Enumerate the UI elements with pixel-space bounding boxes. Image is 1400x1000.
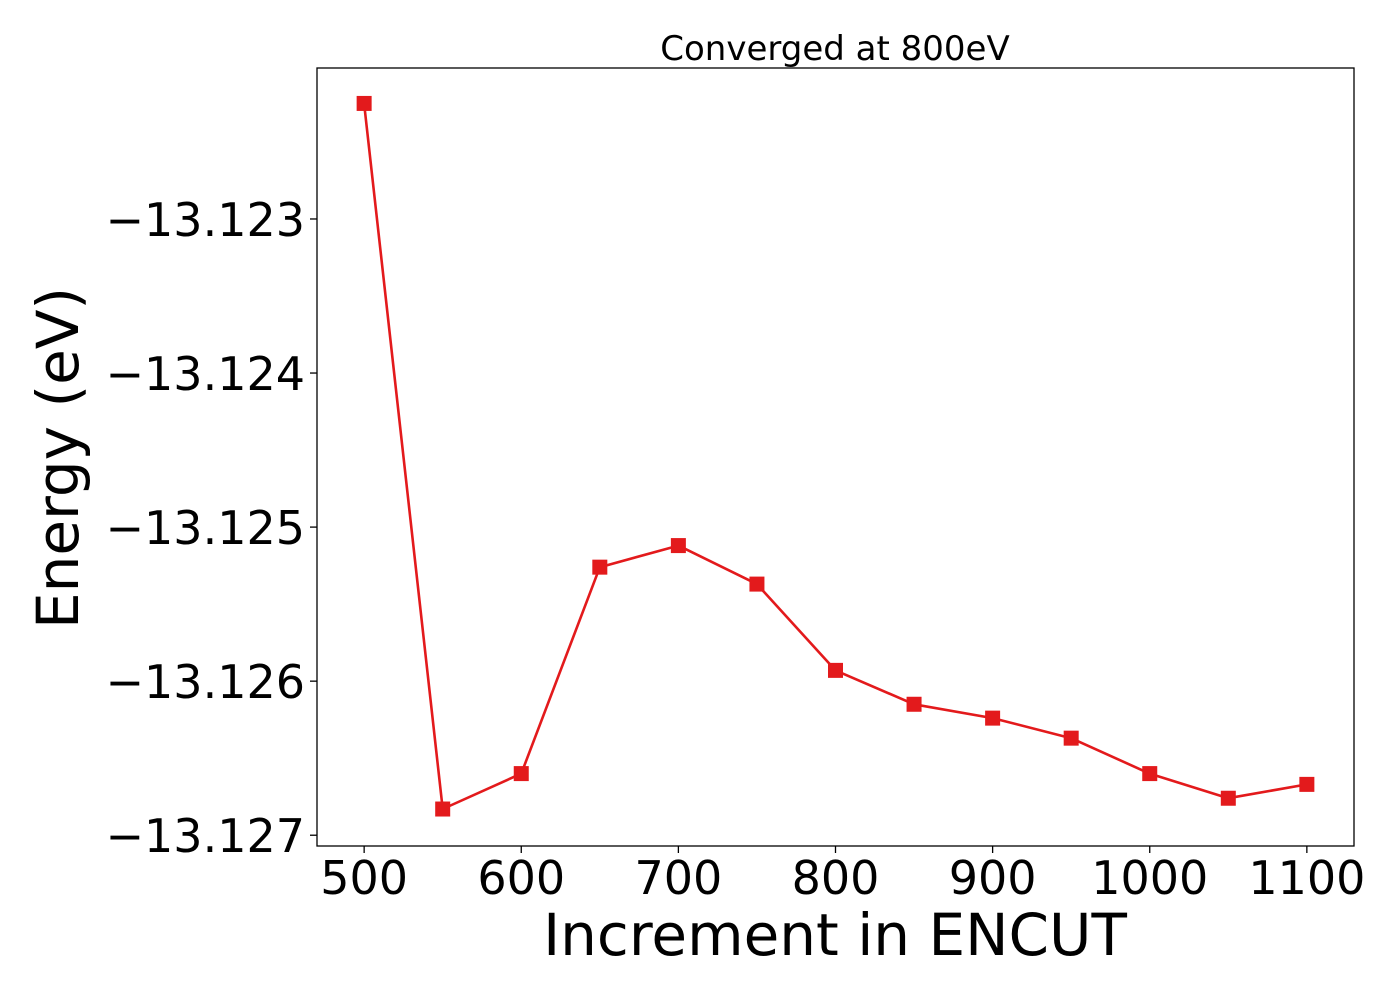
data-point-marker [1299,776,1315,792]
data-point-marker [513,766,529,782]
data-point-marker [985,710,1001,726]
x-tick-label: 500 [320,851,408,905]
x-tick-label: 700 [634,851,722,905]
chart-title: Converged at 800eV [660,29,1009,69]
y-axis-label: Energy (eV) [24,287,92,629]
y-tick-label: −13.126 [106,655,306,709]
data-point-marker [1142,766,1158,782]
data-point-marker [435,801,451,817]
data-point-marker [592,559,608,575]
y-tick-label: −13.125 [106,501,306,555]
y-tick-label: −13.123 [106,193,306,247]
data-point-marker [356,95,372,111]
x-tick-label: 900 [949,851,1037,905]
data-point-marker [906,696,922,712]
data-point-marker [670,538,686,554]
y-tick-label: −13.124 [106,347,306,401]
data-point-marker [1220,790,1236,806]
plot-area: 500 600 700 800 900 1000 1100 −13.123 −13.124 −13… [106,67,1365,905]
x-tick-label: 600 [477,851,565,905]
x-tick-label: 1000 [1091,851,1208,905]
y-tick-label: −13.127 [106,809,306,863]
x-tick-label: 800 [792,851,880,905]
x-tick-label: 1100 [1248,851,1365,905]
data-point-marker [828,662,843,678]
data-point-marker [749,576,765,592]
data-point-marker [1063,730,1079,746]
x-axis-label: Increment in ENCUT [543,901,1127,969]
